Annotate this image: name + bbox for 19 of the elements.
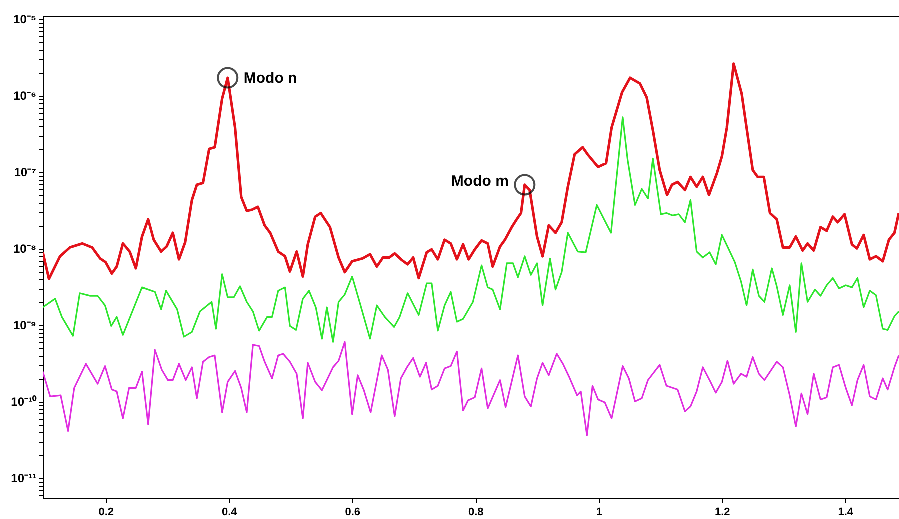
line-series [43,116,899,343]
x-tick-label: 1.2 [714,506,730,518]
x-tick-label: 1.4 [838,506,854,518]
y-tick-label: 10⁻⁶ [14,89,36,104]
y-tick-label: 10⁻⁸ [13,242,36,256]
y-tick-label: 10⁻⁷ [14,166,37,180]
line-series [43,341,899,436]
x-tick-label: 0.2 [98,506,114,518]
annotation: Modo n [244,70,298,88]
x-tick-label: 1 [596,506,602,518]
y-tick-label: 10⁻⁵ [14,12,36,27]
x-tick-label: 0.6 [345,506,361,518]
x-tick-label: 0.4 [222,506,238,518]
y-tick-label: 10⁻¹¹ [11,472,36,486]
annotation: Modo m [451,172,509,190]
y-tick-label: 10⁻¹⁰ [11,395,38,410]
x-tick-label: 0.8 [468,506,484,518]
y-tick-label: 10⁻⁹ [13,318,36,333]
line-series [43,62,899,280]
